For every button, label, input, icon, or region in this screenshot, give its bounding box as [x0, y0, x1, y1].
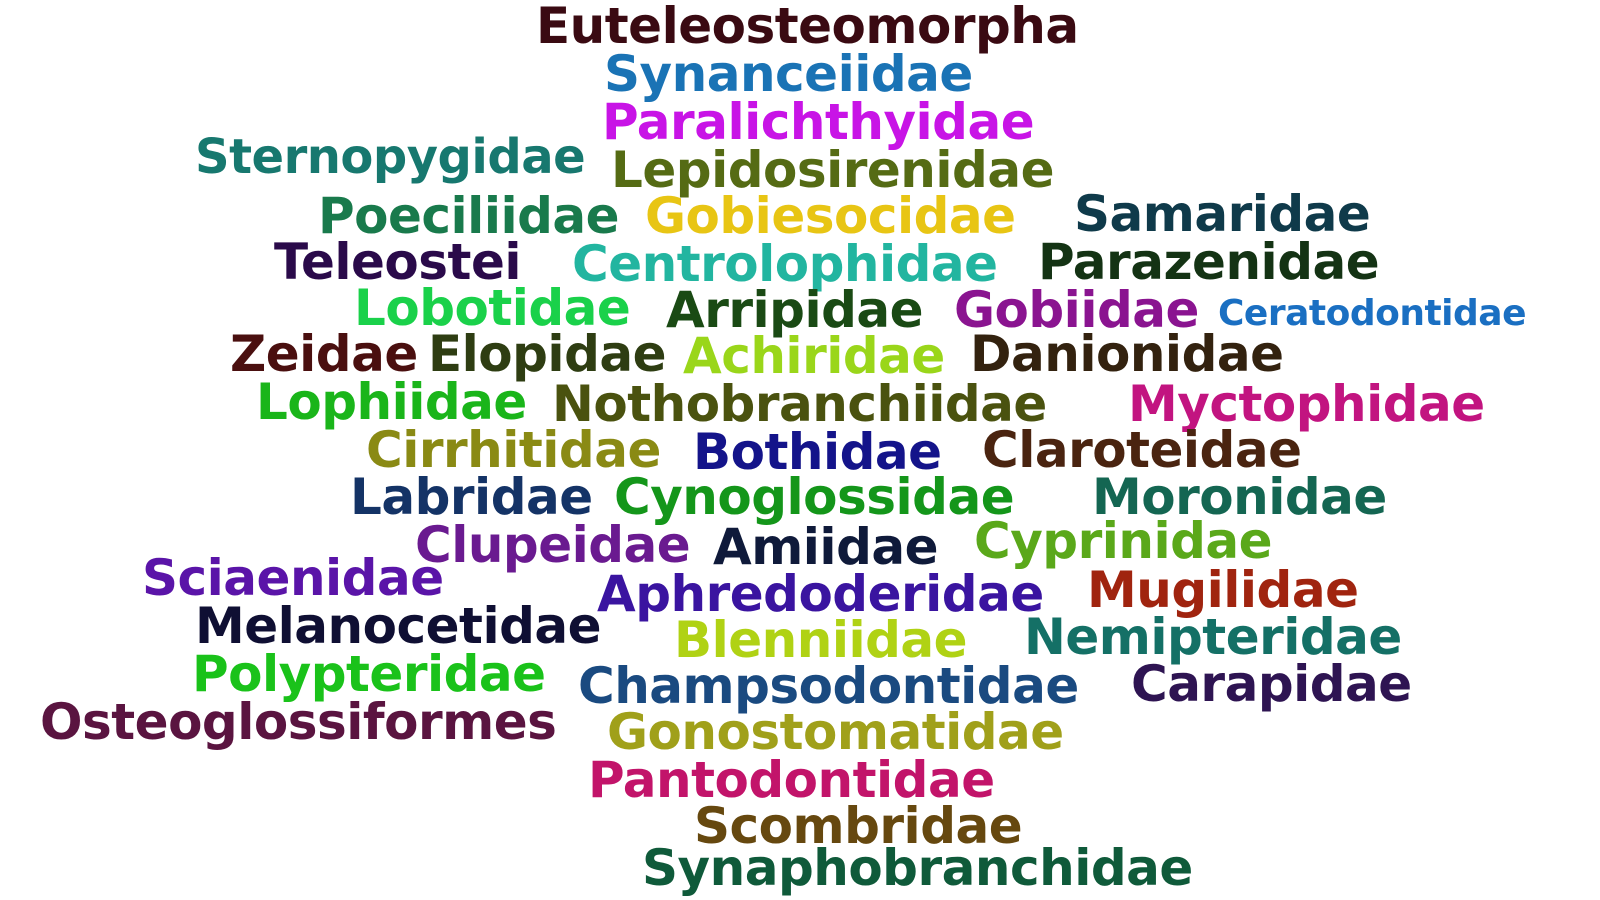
word: Clupeidae [415, 516, 691, 574]
word: Synaphobranchidae [642, 839, 1193, 897]
word: Melanocetidae [195, 597, 602, 655]
word: Cynoglossidae [614, 468, 1015, 526]
word: Mugilidae [1087, 561, 1359, 619]
word: Claroteidae [982, 421, 1302, 479]
word: Paralichthyidae [602, 93, 1035, 151]
word: Blenniidae [674, 611, 968, 669]
word: Synanceiidae [604, 45, 973, 103]
word: Sciaenidae [142, 549, 444, 607]
word: Polypteridae [192, 645, 546, 703]
word: Arripidae [666, 281, 924, 339]
word: Cirrhitidae [366, 421, 661, 479]
word: Gonostomatidae [607, 703, 1064, 761]
word: Lophiidae [256, 373, 527, 431]
word: Teleostei [274, 233, 522, 291]
word: Euteleosteomorpha [536, 0, 1079, 55]
word: Zeidae [230, 325, 418, 383]
word: Pantodontidae [588, 751, 995, 809]
word: Parazenidae [1038, 233, 1380, 291]
word: Lobotidae [354, 279, 631, 337]
word: Myctophidae [1128, 375, 1485, 433]
word: Champsodontidae [578, 657, 1079, 715]
word: Samaridae [1074, 185, 1371, 243]
word: Lepidosirenidae [611, 141, 1055, 199]
word: Gobiesocidae [645, 187, 1016, 245]
word: Achiridae [683, 327, 945, 385]
word: Centrolophidae [572, 235, 998, 293]
word: Labridae [350, 468, 593, 526]
word: Aphredoderidae [597, 565, 1044, 623]
word: Bothidae [693, 423, 942, 481]
word: Moronidae [1092, 468, 1387, 526]
word: Sternopygidae [195, 129, 586, 185]
word: Nothobranchiidae [552, 375, 1047, 433]
word: Danionidae [970, 325, 1284, 383]
word: Osteoglossiformes [40, 693, 557, 751]
word: Ceratodontidae [1218, 293, 1526, 334]
word: Cyprinidae [974, 512, 1273, 570]
word: Gobiidae [954, 281, 1199, 339]
word: Carapidae [1131, 655, 1412, 713]
word: Scombridae [694, 797, 1023, 855]
word: Amiidae [713, 518, 939, 576]
word: Elopidae [428, 325, 667, 383]
word: Poeciliidae [318, 187, 620, 245]
word: Nemipteridae [1024, 608, 1402, 666]
